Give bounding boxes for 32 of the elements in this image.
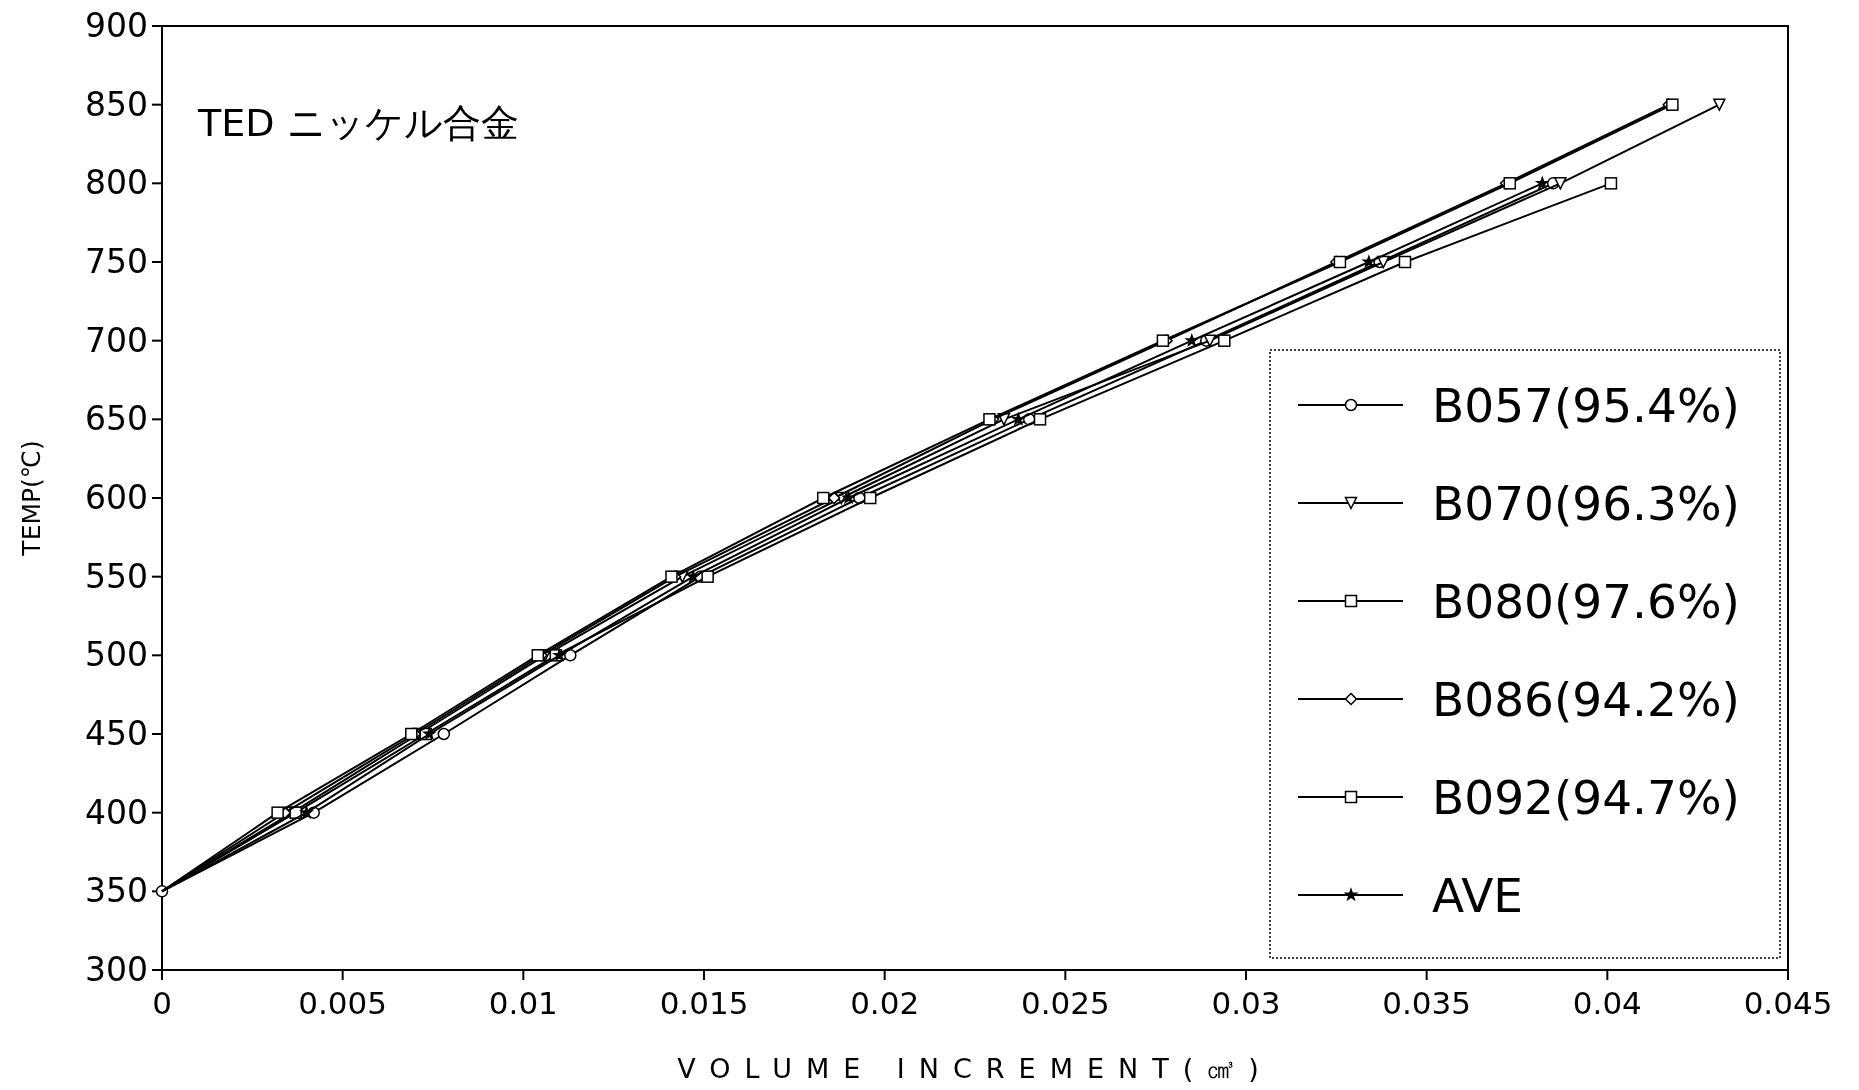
y-tick-label: 550 <box>85 556 148 596</box>
y-tick-label: 750 <box>85 242 148 281</box>
y-tick-label: 450 <box>85 714 148 753</box>
y-tick-label: 500 <box>85 635 148 675</box>
y-tick-label: 350 <box>85 871 148 911</box>
legend-label: B057(95.4%) <box>1432 378 1740 433</box>
y-tick-label: 400 <box>85 792 148 832</box>
legend-label: B092(94.7%) <box>1432 770 1740 825</box>
y-tick-label: 850 <box>85 84 148 124</box>
x-tick-label: 0.035 <box>1382 985 1472 1021</box>
legend-label: B086(94.2%) <box>1432 672 1740 727</box>
x-tick-label: 0.03 <box>1211 985 1281 1021</box>
y-tick-label: 600 <box>85 478 148 517</box>
legend-label: B070(96.3%) <box>1432 476 1740 531</box>
x-tick-label: 0.04 <box>1572 985 1642 1021</box>
y-tick-label: 800 <box>85 163 148 203</box>
x-axis-title: VOLUME INCREMENT(㎤) <box>677 1053 1273 1084</box>
x-tick-label: 0.01 <box>488 985 558 1021</box>
x-tick-label: 0.025 <box>1020 985 1110 1021</box>
y-tick-label: 900 <box>85 6 148 45</box>
x-tick-label: 0.02 <box>850 985 920 1021</box>
text: TED ニッケル合金 <box>197 101 519 145</box>
y-tick-label: 650 <box>85 399 148 439</box>
x-tick-label: 0.045 <box>1743 985 1833 1021</box>
legend-label: B080(97.6%) <box>1432 574 1740 629</box>
x-tick-label: 0.005 <box>298 985 388 1021</box>
y-axis-title: TEMP(℃) <box>17 440 46 557</box>
x-tick-label: 0 <box>152 985 172 1021</box>
legend-label: AVE <box>1432 868 1523 923</box>
x-tick-label: 0.015 <box>659 985 749 1021</box>
y-tick-label: 700 <box>85 320 148 360</box>
y-tick-label: 300 <box>85 950 148 989</box>
